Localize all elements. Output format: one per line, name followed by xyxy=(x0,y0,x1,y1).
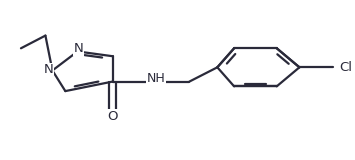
Text: N: N xyxy=(73,42,83,55)
Text: Cl: Cl xyxy=(339,61,352,74)
Text: NH: NH xyxy=(147,72,165,85)
Text: N: N xyxy=(43,63,53,76)
Text: O: O xyxy=(107,110,118,123)
